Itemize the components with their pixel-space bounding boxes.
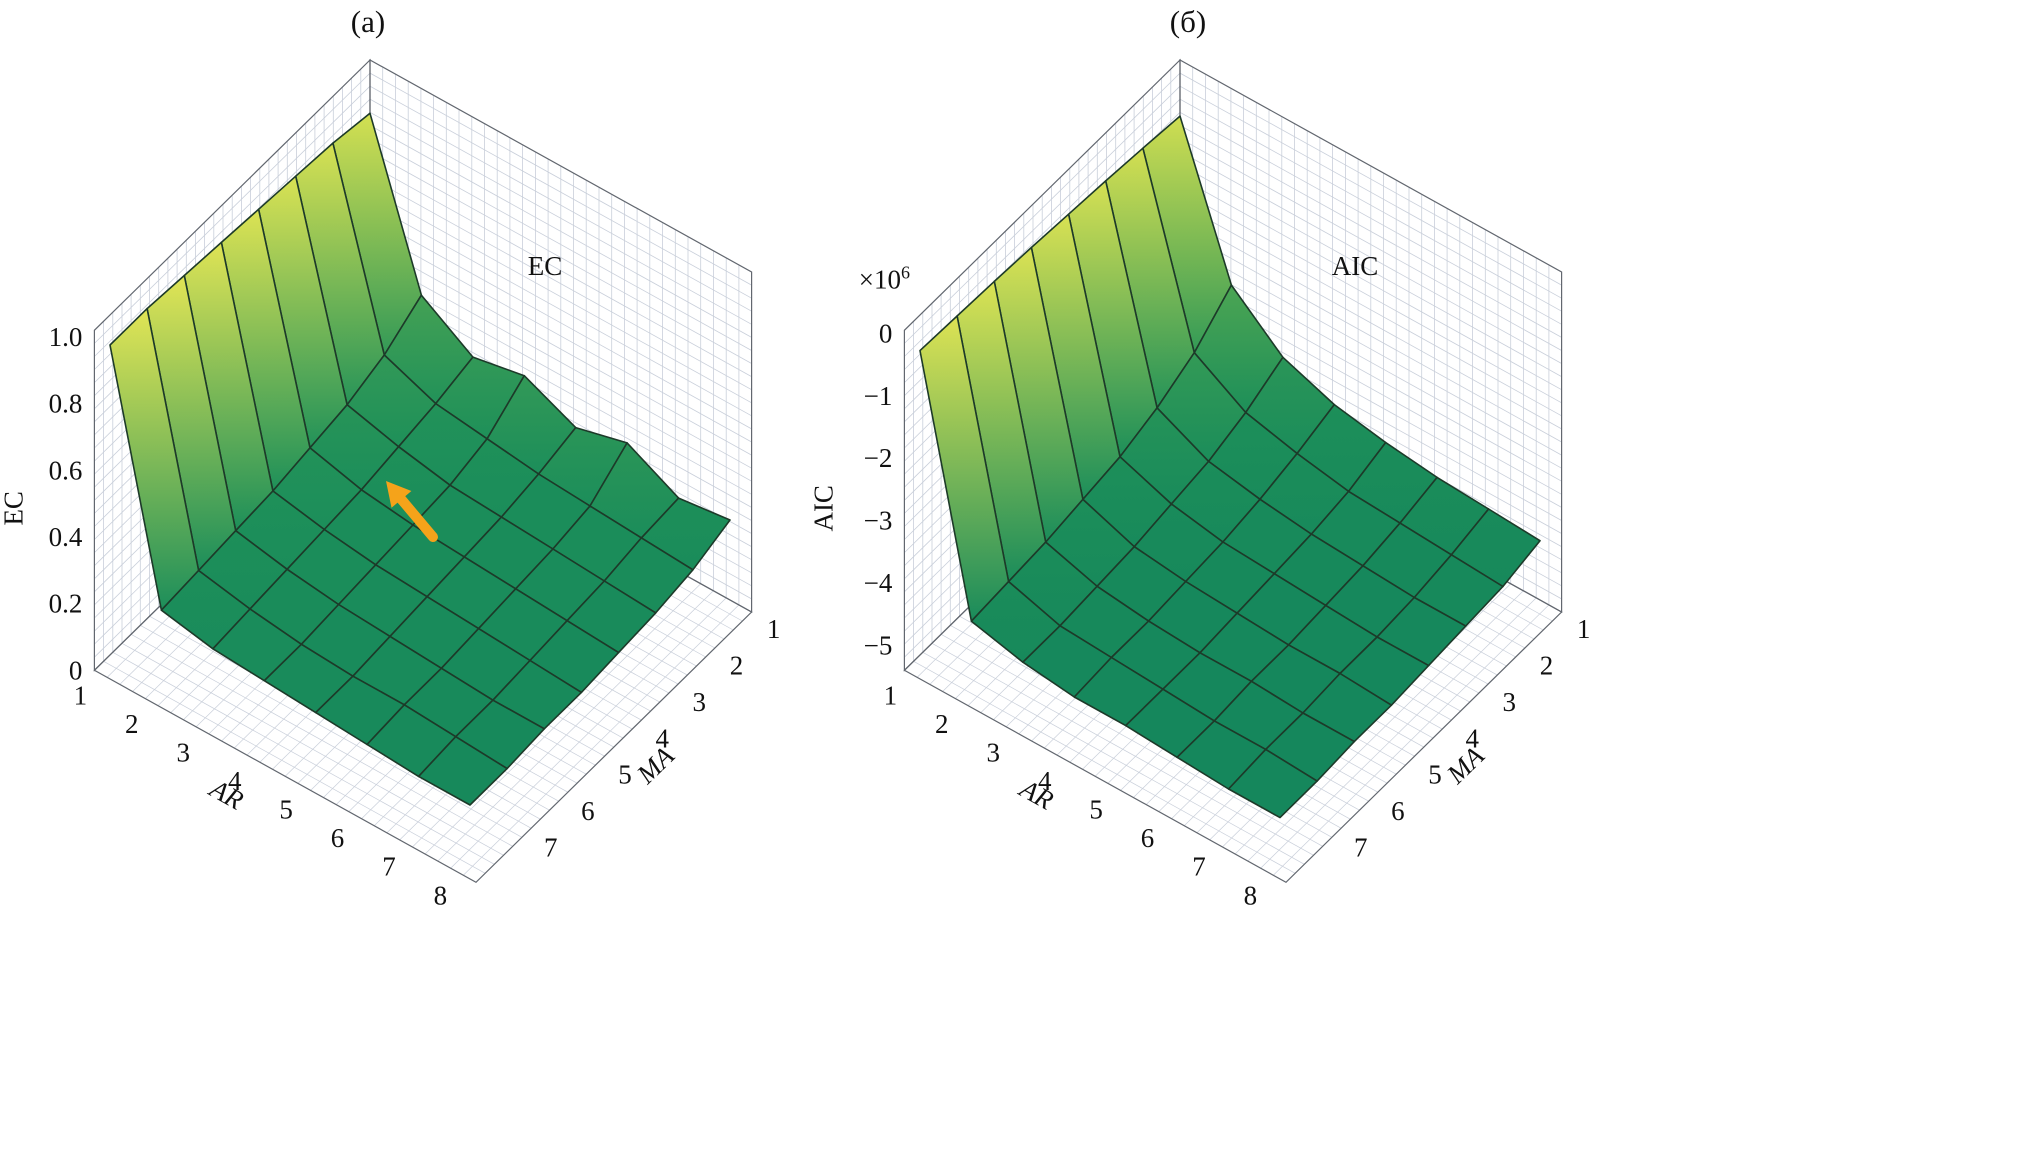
x-tick-label: 6 bbox=[331, 823, 345, 853]
y-tick-label: 4 bbox=[1465, 723, 1479, 753]
y-axis-title: MA bbox=[1440, 740, 1490, 790]
z-tick-label: 0 bbox=[69, 655, 83, 685]
arrow-head bbox=[386, 481, 412, 508]
y-tick-label: 2 bbox=[1540, 650, 1554, 680]
z-tick-label: 0.8 bbox=[49, 389, 83, 419]
x-axis-title: AR bbox=[1013, 772, 1059, 815]
x-tick-label: 7 bbox=[382, 852, 396, 882]
z-tick-label: 0.6 bbox=[49, 455, 83, 485]
x-tick-label: 1 bbox=[884, 680, 898, 710]
y-tick-label: 3 bbox=[693, 687, 707, 717]
x-tick-label: 5 bbox=[279, 795, 293, 825]
x-tick-label: 2 bbox=[125, 709, 139, 739]
x-tick-label: 5 bbox=[1089, 795, 1103, 825]
z-axis-multiplier: ×106 bbox=[859, 262, 910, 294]
x-tick-label: 2 bbox=[935, 709, 949, 739]
z-tick-label: −1 bbox=[864, 381, 893, 411]
z-tick-label: −5 bbox=[864, 630, 893, 660]
inner-plot-title: EC bbox=[528, 251, 563, 281]
x-axis-title: AR bbox=[203, 772, 249, 815]
surface-mesh bbox=[919, 115, 1541, 819]
x-tick-label: 8 bbox=[1244, 880, 1258, 910]
y-tick-label: 2 bbox=[730, 650, 744, 680]
z-axis-title: AIC bbox=[808, 485, 838, 532]
z-tick-label: −2 bbox=[864, 443, 893, 473]
y-tick-label: 6 bbox=[581, 796, 595, 826]
y-tick-label: 5 bbox=[618, 760, 632, 790]
x-tick-label: 7 bbox=[1192, 852, 1206, 882]
panel-b-label: (б) bbox=[1169, 4, 1207, 39]
x-tick-label: 6 bbox=[1141, 823, 1155, 853]
y-tick-label: 7 bbox=[1354, 833, 1368, 863]
z-tick-label: 1.0 bbox=[49, 322, 83, 352]
z-tick-label: −4 bbox=[864, 568, 893, 598]
x-tick-label: 3 bbox=[987, 737, 1001, 767]
y-tick-label: 6 bbox=[1391, 796, 1405, 826]
inner-plot-title: AIC bbox=[1332, 251, 1379, 281]
y-tick-label: 5 bbox=[1428, 760, 1442, 790]
y-tick-label: 7 bbox=[544, 833, 558, 863]
x-tick-label: 4 bbox=[228, 766, 242, 796]
surface-face bbox=[1227, 748, 1318, 819]
x-tick-label: 8 bbox=[434, 880, 448, 910]
y-tick-label: 1 bbox=[767, 614, 781, 644]
z-axis-title: EC bbox=[0, 491, 28, 526]
surface-mesh bbox=[109, 112, 731, 806]
x-tick-label: 4 bbox=[1038, 766, 1052, 796]
z-tick-label: −3 bbox=[864, 506, 893, 536]
z-tick-label: 0.4 bbox=[49, 522, 83, 552]
annotation-arrow bbox=[386, 481, 438, 542]
y-tick-label: 1 bbox=[1577, 614, 1591, 644]
surface-face bbox=[417, 735, 508, 806]
y-tick-label: 3 bbox=[1503, 687, 1517, 717]
z-tick-label: 0.2 bbox=[49, 589, 83, 619]
z-tick-label: 0 bbox=[879, 318, 893, 348]
x-tick-label: 3 bbox=[177, 737, 191, 767]
panel-a-label: (а) bbox=[350, 4, 386, 39]
x-tick-label: 1 bbox=[74, 680, 88, 710]
y-axis-title: MA bbox=[630, 740, 680, 790]
y-tick-label: 4 bbox=[655, 723, 669, 753]
